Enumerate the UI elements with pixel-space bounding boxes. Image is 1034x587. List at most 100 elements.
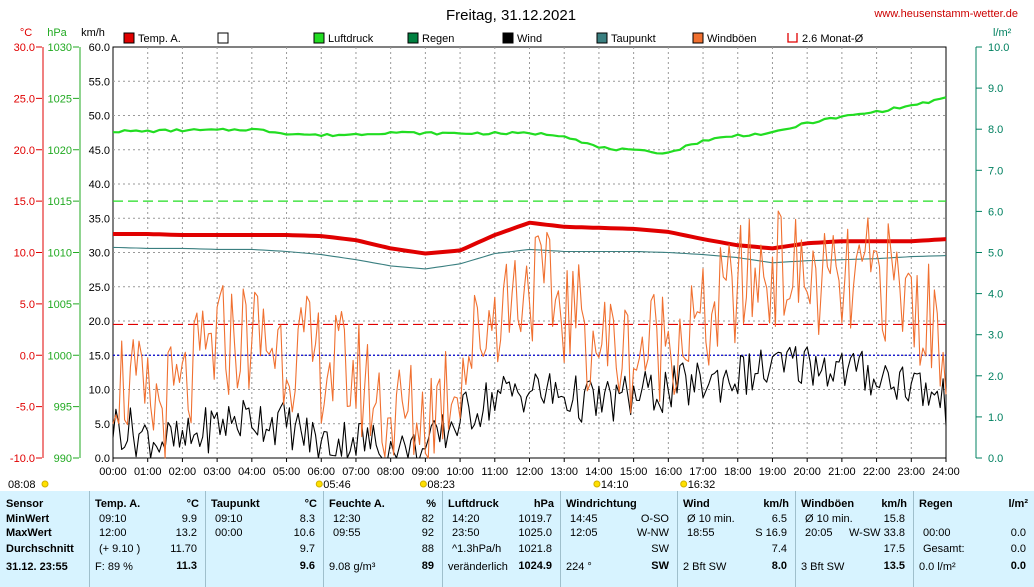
sun-marker-label: 05:46	[323, 479, 351, 491]
wind-tick-label: 5.0	[95, 419, 110, 431]
legend-label: Temp. A.	[138, 33, 181, 45]
wind-tick-label: 10.0	[89, 385, 110, 397]
footer-value: 11.3	[176, 560, 197, 572]
stats-table: Sensor MinWert MaxWert Durchschnitt 31.12. 2…	[0, 491, 1034, 587]
stat-value: O-SO	[640, 513, 669, 525]
legend-swatch	[217, 32, 229, 44]
rain-tick-label: 0.0	[988, 453, 1003, 465]
column-header: Luftdruck	[448, 498, 499, 510]
legend-label: 2.6 Monat-Ø	[802, 33, 864, 45]
time-tick-label: 03:00	[203, 466, 231, 478]
stat-time: 12:05	[570, 527, 598, 539]
wind-tick-label: 60.0	[89, 42, 110, 54]
column-header: Sensor	[6, 498, 44, 510]
column-unit: hPa	[533, 498, 554, 510]
press-unit: hPa	[47, 27, 67, 39]
time-tick-label: 13:00	[550, 466, 578, 478]
temp-tick-label: -5.0	[16, 402, 35, 414]
time-tick-label: 15:00	[620, 466, 648, 478]
time-tick-label: 05:00	[273, 466, 301, 478]
time-tick-label: 06:00	[307, 466, 335, 478]
column-unit: %	[426, 498, 436, 510]
legend-swatch	[407, 32, 419, 44]
row-label: Durchschnitt	[6, 543, 74, 555]
stat-value: 1025.0	[518, 527, 552, 539]
wind-tick-label: 45.0	[89, 145, 110, 157]
stat-value: S 16.9	[755, 527, 787, 539]
time-tick-label: 10:00	[446, 466, 474, 478]
wind-tick-label: 20.0	[89, 316, 110, 328]
stat-time: 14:20	[452, 513, 480, 525]
legend-swatch	[123, 32, 135, 44]
time-tick-label: 14:00	[585, 466, 613, 478]
temp-tick-label: 30.0	[14, 42, 35, 54]
column-unit: km/h	[881, 498, 907, 510]
column-unit: °C	[186, 498, 199, 510]
stat-value: 82	[421, 513, 434, 525]
footer-value: SW	[651, 560, 669, 572]
legend-swatch	[502, 32, 514, 44]
temp-tick-label: 15.0	[14, 196, 35, 208]
stats-column-gust: Windböen km/h Ø 10 min. 20:05 15.8 W-SW 33.8 1…	[795, 491, 914, 587]
stat-time: 20:05	[805, 527, 833, 539]
time-tick-label: 01:00	[134, 466, 162, 478]
footer-label: 0.0 l/m²	[919, 561, 956, 573]
stat-value: 15.8	[883, 513, 905, 525]
sun-icon	[593, 480, 601, 488]
stat-time: 00:00	[923, 527, 951, 539]
column-header: Feuchte A.	[329, 498, 385, 510]
temp-tick-label: 20.0	[14, 145, 35, 157]
press-tick-label: 1005	[48, 299, 72, 311]
temp-tick-label: 25.0	[14, 93, 35, 105]
stats-column-hum: Feuchte A.% 12:30 09:55 82 92 88 9.08 g/m³ 89	[323, 491, 443, 587]
footer-value: 89	[421, 560, 434, 572]
footer-label: 9.08 g/m³	[329, 561, 376, 573]
stat-value: 1021.8	[518, 543, 552, 555]
temp-tick-label: 5.0	[20, 299, 35, 311]
column-unit: l/m²	[1008, 498, 1028, 510]
column-unit: km/h	[763, 498, 789, 510]
time-tick-label: 17:00	[689, 466, 717, 478]
stat-time: (+ 9.10 )	[99, 543, 141, 555]
time-tick-label: 19:00	[759, 466, 787, 478]
stat-value: SW	[651, 543, 669, 555]
stat-value: 10.6	[293, 527, 315, 539]
stat-time: 23:50	[452, 527, 480, 539]
footer-label: veränderlich	[448, 561, 508, 573]
column-header: Windböen	[801, 498, 855, 510]
press-tick-label: 1020	[48, 145, 72, 157]
stats-column-temp: Temp. A. °C 09:10 12:00 (+ 9.10 ) 9.9 13.2 11.7…	[89, 491, 206, 587]
legend-swatch	[692, 32, 704, 44]
stats-column-sensor: Sensor MinWert MaxWert Durchschnitt 31.12. 2…	[0, 491, 90, 587]
time-tick-label: 24:00	[932, 466, 960, 478]
stat-time: 00:00	[215, 527, 243, 539]
temp-tick-label: -10.0	[10, 453, 35, 465]
temp-tick-label: 0.0	[20, 350, 35, 362]
series-line	[112, 246, 947, 270]
series-line	[112, 96, 947, 155]
wind-tick-label: 50.0	[89, 111, 110, 123]
stats-column-rain: Regen l/m² 00:00 Gesamt: 0.0 0.0 0.0 l/m² 0.0	[913, 491, 1034, 587]
wind-tick-label: 55.0	[89, 76, 110, 88]
footer-label: 2 Bft SW	[683, 561, 727, 573]
wind-tick-label: 35.0	[89, 213, 110, 225]
legend-label: Taupunkt	[611, 33, 656, 45]
time-tick-label: 23:00	[898, 466, 926, 478]
stat-value: 88	[421, 543, 434, 555]
legend-label: Luftdruck	[328, 33, 374, 45]
legend-label: Windböen	[707, 33, 757, 45]
stat-value: 6.5	[771, 513, 787, 525]
time-tick-label: 09:00	[412, 466, 440, 478]
stat-time: ^1.3hPa/h	[452, 543, 502, 555]
stat-value: 9.9	[181, 513, 197, 525]
sun-marker-label: 14:10	[601, 479, 629, 491]
press-tick-label: 990	[54, 453, 72, 465]
stat-time: 12:00	[99, 527, 127, 539]
sun-marker-label: 08:23	[427, 479, 455, 491]
stat-time: 14:45	[570, 513, 598, 525]
stat-time: 18:55	[687, 527, 715, 539]
stats-column-dew: Taupunkt °C 09:10 00:00 8.3 10.6 9.7 9.6	[205, 491, 324, 587]
website-label: www.heusenstamm-wetter.de	[873, 8, 1018, 20]
legend-swatch	[787, 33, 798, 43]
wind-tick-label: 40.0	[89, 179, 110, 191]
